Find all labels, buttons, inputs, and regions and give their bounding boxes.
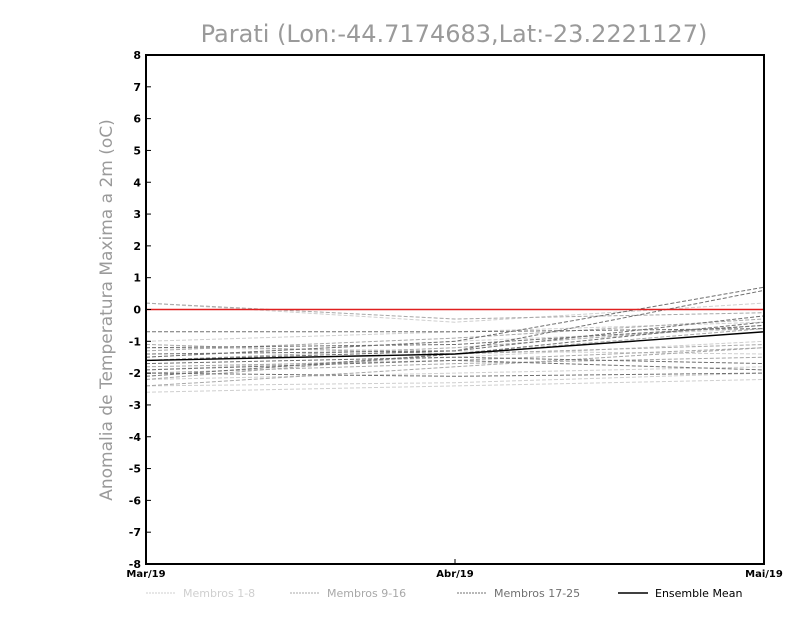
y-tick-label: -4 [129,431,142,444]
y-tick-label: 1 [133,272,141,285]
member-line-23 [145,359,765,371]
y-axis: -8 -7 -6 -5 -4 -3 -2 -1 0 1 2 3 4 5 6 7 8 [129,49,151,571]
member-line-22 [145,356,765,365]
member-line-5 [145,340,765,371]
member-line-15 [145,328,765,380]
x-axis: Mar/19 Abr/19 Mai/19 [126,559,783,580]
ensemble-mean-line [145,331,765,362]
y-tick-label: -7 [129,526,141,539]
series-layer [145,286,765,393]
member-line-25 [145,321,765,377]
member-line-18 [145,324,765,349]
x-tick-label: Mai/19 [745,569,783,580]
y-tick-label: -1 [129,335,141,348]
member-line-6 [145,366,765,380]
member-line-12 [145,324,765,361]
y-tick-label: 5 [133,144,141,157]
y-tick-label: -5 [129,463,141,476]
legend-label: Membros 17-25 [494,587,580,600]
chart-title: Parati (Lon:-44.7174683,Lat:-23.2221127) [201,20,708,48]
member-line-9 [145,302,765,320]
legend-label: Membros 1-8 [183,587,255,600]
member-line-24 [145,372,765,377]
y-tick-label: 6 [133,113,141,126]
y-tick-label: -8 [129,558,141,571]
y-tick-label: 2 [133,240,141,253]
y-tick-label: 4 [133,176,141,189]
member-line-7 [145,372,765,387]
legend-label: Ensemble Mean [655,587,742,600]
member-line-17 [146,328,765,333]
y-tick-label: 8 [133,49,141,62]
y-tick-label: 0 [133,304,141,317]
y-tick-label: 7 [133,81,141,94]
y-tick-label: 3 [133,208,141,221]
member-line-8 [145,379,765,393]
member-line-20 [145,286,765,358]
x-tick-label: Abr/19 [436,569,473,580]
y-tick-label: -6 [129,494,142,507]
y-tick-label: -3 [129,399,141,412]
y-axis-label: Anomalia de Temperatura Maxima a 2m (oC) [97,119,117,501]
member-line-16 [145,347,765,387]
y-tick-label: -2 [129,367,141,380]
member-line-21 [145,289,765,361]
x-tick-label: Mar/19 [126,569,165,580]
legend: Membros 1-8 Membros 9-16 Membros 17-25 Ense… [146,587,742,600]
legend-label: Membros 9-16 [327,587,406,600]
member-line-14 [145,356,765,374]
